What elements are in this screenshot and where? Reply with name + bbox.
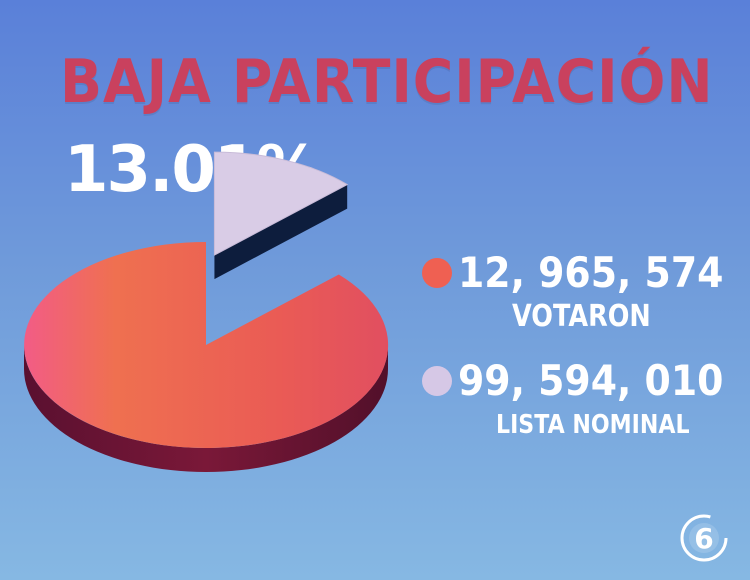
legend-label-lista-nominal: LISTA NOMINAL [496, 410, 690, 440]
legend-value-votaron: 12, 965, 574 [458, 248, 724, 297]
slice-votaron-top [213, 151, 349, 256]
legend-dot-votaron [422, 258, 452, 288]
slice-lista-nominal [24, 242, 389, 472]
circle-six-logo: 6 [680, 514, 728, 562]
legend-dot-lista-nominal [422, 366, 452, 396]
legend-label-votaron: VOTARON [512, 299, 651, 334]
slice-lista-nominal-top [24, 242, 389, 448]
slice-lista-nominal-side [24, 345, 388, 472]
headline-title: BAJA PARTICIPACIÓN [60, 47, 714, 117]
legend-item-votaron: 12, 965, 574 [422, 252, 750, 294]
slice-votaron [213, 151, 349, 280]
legend-value-lista-nominal: 99, 594, 010 [458, 356, 724, 405]
legend-item-lista-nominal: 99, 594, 010 [422, 360, 750, 402]
logo-text: 6 [694, 522, 713, 555]
slice-votaron-side [214, 184, 348, 280]
